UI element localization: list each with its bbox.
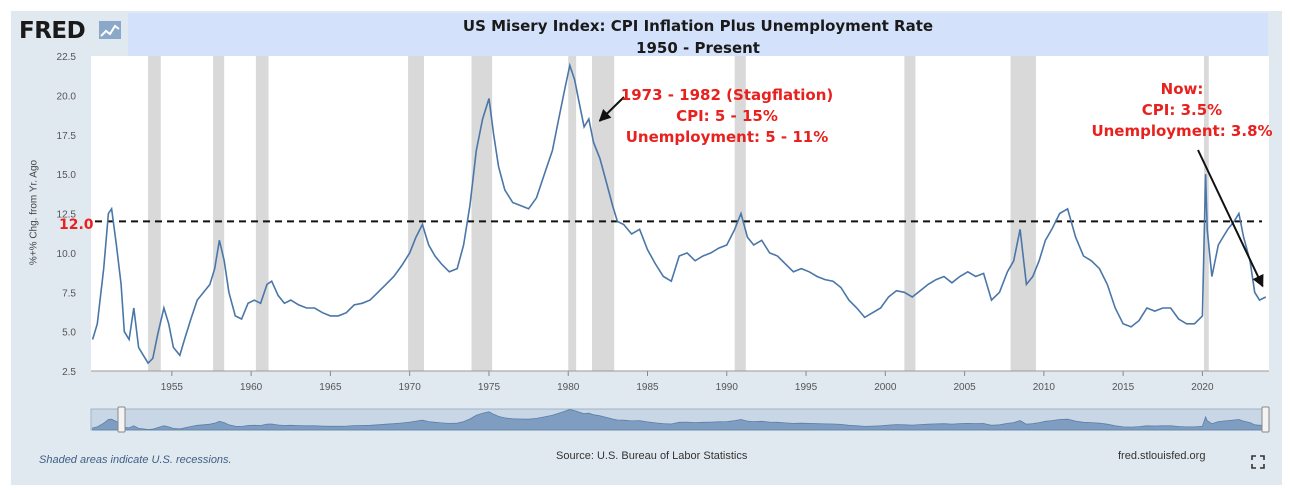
chart-title-main: US Misery Index: CPI Inflation Plus Unem… bbox=[462, 17, 934, 35]
recession-band bbox=[255, 56, 269, 371]
recession-band bbox=[904, 56, 916, 371]
recession-band bbox=[148, 56, 161, 371]
recession-band bbox=[471, 56, 493, 371]
y-tick-label: 5.0 bbox=[62, 328, 76, 339]
title-band bbox=[128, 13, 1268, 62]
range-navigator[interactable] bbox=[90, 406, 1270, 433]
annotation-line: Now: bbox=[1160, 80, 1204, 98]
site-link[interactable]: fred.stlouisfed.org bbox=[1118, 450, 1206, 462]
x-tick-label: 2015 bbox=[1112, 382, 1135, 393]
recession-band bbox=[592, 56, 615, 371]
source-text: Source: U.S. Bureau of Labor Statistics bbox=[556, 450, 748, 462]
reference-line-label: 12.0 bbox=[59, 217, 94, 233]
x-tick-label: 1990 bbox=[716, 382, 739, 393]
y-tick-label: 10.0 bbox=[57, 249, 77, 260]
y-tick-label: 7.5 bbox=[62, 288, 76, 299]
y-tick-label: 22.5 bbox=[57, 52, 77, 63]
x-tick-label: 1980 bbox=[557, 382, 580, 393]
plot-background bbox=[91, 56, 1269, 371]
now-arrow bbox=[1197, 149, 1264, 288]
annotation-line: CPI: 5 - 15% bbox=[676, 107, 778, 125]
x-tick-label: 1965 bbox=[319, 382, 342, 393]
recession-note: Shaded areas indicate U.S. recessions. bbox=[39, 454, 232, 466]
x-tick-label: 1985 bbox=[636, 382, 659, 393]
x-tick-label: 2020 bbox=[1191, 382, 1214, 393]
x-tick-label: 2010 bbox=[1033, 382, 1056, 393]
y-tick-label: 12.5 bbox=[57, 210, 77, 221]
annotation-now: Now: CPI: 3.5% Unemployment: 3.8% bbox=[1087, 79, 1277, 142]
plot-area bbox=[91, 56, 1269, 371]
y-tick-label: 17.5 bbox=[57, 131, 77, 142]
x-tick-label: 1955 bbox=[161, 382, 184, 393]
series-line bbox=[91, 62, 1267, 365]
recession-band bbox=[213, 56, 225, 371]
annotation-line: Unemployment: 3.8% bbox=[1091, 122, 1273, 140]
annotation-line: Unemployment: 5 - 11% bbox=[625, 128, 829, 146]
annotation-line: CPI: 3.5% bbox=[1141, 101, 1223, 119]
annotation-arrows bbox=[598, 96, 1264, 288]
navigator-handle[interactable] bbox=[1261, 406, 1270, 433]
series-layer bbox=[91, 62, 1267, 365]
recession-band bbox=[408, 56, 424, 371]
chart-title: US Misery Index: CPI Inflation Plus Unem… bbox=[128, 15, 1268, 59]
chart-subtitle: 1950 - Present bbox=[636, 39, 760, 57]
fred-logo[interactable]: FRED bbox=[19, 18, 86, 44]
annotation-line: 1973 - 1982 (Stagflation) bbox=[620, 86, 834, 104]
x-tick-label: 1975 bbox=[478, 382, 501, 393]
x-tick-label: 2000 bbox=[874, 382, 897, 393]
x-tick-label: 1970 bbox=[399, 382, 422, 393]
fred-chart-logo-icon bbox=[99, 21, 121, 39]
recession-band bbox=[1010, 56, 1036, 371]
y-tick-label: 15.0 bbox=[57, 170, 77, 181]
recession-band bbox=[568, 56, 577, 371]
y-tick-label: 20.0 bbox=[57, 91, 77, 102]
y-tick-label: 2.5 bbox=[62, 367, 76, 378]
navigator-series bbox=[92, 409, 1267, 431]
x-tick-label: 1960 bbox=[240, 382, 263, 393]
stagflation-arrow bbox=[598, 96, 625, 122]
x-tick-label: 2005 bbox=[953, 382, 976, 393]
fullscreen-icon[interactable] bbox=[1251, 455, 1265, 469]
navigator-handle[interactable] bbox=[117, 406, 126, 433]
annotation-stagflation: 1973 - 1982 (Stagflation) CPI: 5 - 15% U… bbox=[612, 85, 842, 148]
axes: 2.5 5.0 7.5 10.0 12.5 15.0 17.5 20.0 22.5 1955 196… bbox=[57, 52, 1269, 393]
x-tick-label: 1995 bbox=[795, 382, 818, 393]
